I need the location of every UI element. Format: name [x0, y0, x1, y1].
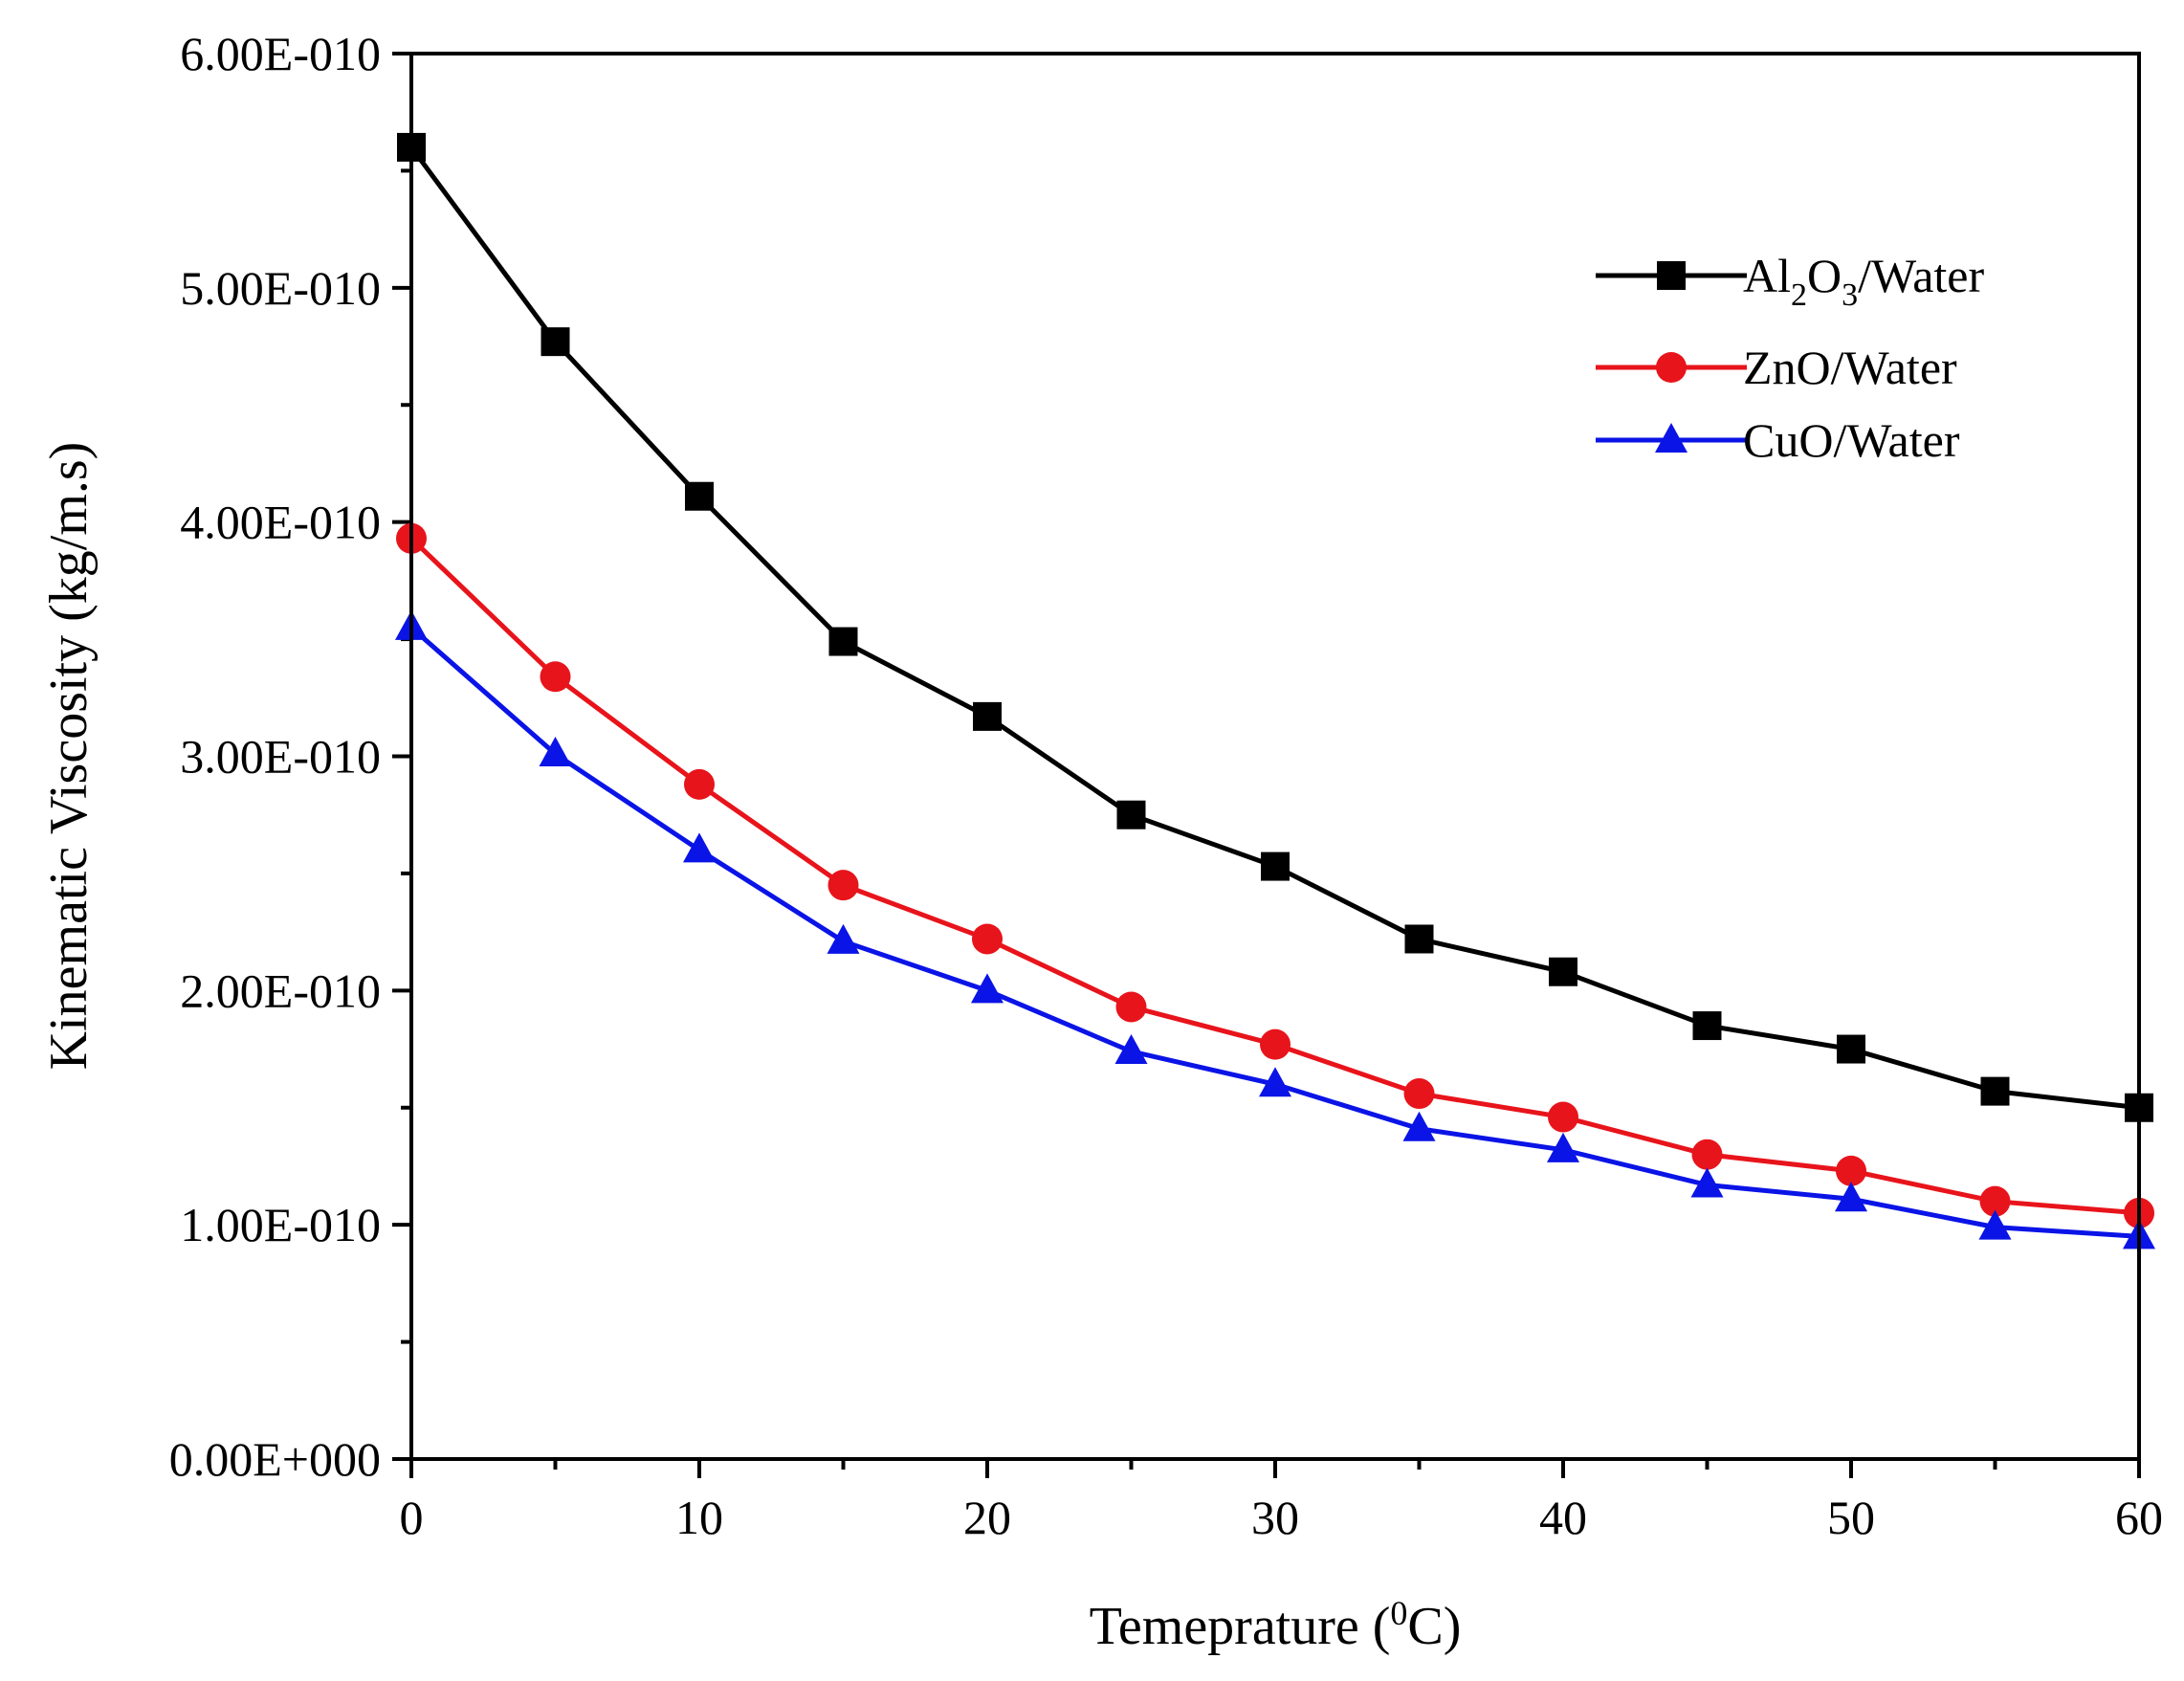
legend-text-part: ZnO/Water [1743, 341, 1957, 394]
data-point [683, 832, 716, 863]
y-tick-label: 4.00E-010 [180, 496, 381, 549]
legend: Al2O3/Water ZnO/Water CuO/Water [1596, 249, 1984, 467]
series-triangle [395, 609, 2155, 1250]
x-axis-title: Temeprature (0C) [1090, 1594, 1462, 1656]
data-point [971, 973, 1004, 1004]
data-point [1980, 1076, 2010, 1106]
data-point [1690, 1167, 1724, 1198]
legend-marker [1655, 423, 1688, 453]
data-point [1979, 1185, 2011, 1217]
x-tick-label: 50 [1827, 1491, 1875, 1544]
axes: 0.00E+000 1.00E-010 2.00E-010 3.00E-010 4.00… [169, 27, 2163, 1544]
data-point [1261, 852, 1290, 881]
x-tick-label: 30 [1251, 1491, 1299, 1544]
y-tick-label: 0.00E+000 [169, 1432, 381, 1486]
x-tick-label: 0 [400, 1491, 424, 1544]
data-point [1837, 1034, 1865, 1064]
legend-label: CuO/Water [1743, 413, 1960, 467]
y-tick-label: 1.00E-010 [180, 1198, 381, 1251]
legend-text-part: /Water [1858, 249, 1984, 302]
data-point [540, 661, 571, 693]
x-axis-title-main: Temeprature ( [1090, 1597, 1391, 1656]
plot-frame [409, 52, 2141, 1461]
x-axis-title-unit: C) [1407, 1597, 1461, 1656]
legend-text-part: O [1807, 249, 1842, 302]
data-point [973, 701, 1002, 731]
data-point [1260, 1029, 1291, 1060]
data-point [1116, 800, 1146, 829]
data-point [1404, 924, 1434, 954]
data-point [1259, 1067, 1291, 1097]
data-point [1402, 1111, 1436, 1141]
data-point [1114, 1033, 1148, 1064]
data-point [684, 768, 715, 800]
y-tick-label: 6.00E-010 [180, 27, 381, 80]
series-layer [395, 132, 2155, 1250]
y-tick-label: 3.00E-010 [180, 730, 381, 784]
data-point [1835, 1182, 1867, 1212]
legend-item: ZnO/Water [1596, 341, 1957, 394]
data-point [827, 923, 860, 954]
legend-marker [1657, 261, 1686, 290]
legend-item: Al2O3/Water [1596, 249, 1984, 313]
x-tick-label: 20 [963, 1491, 1011, 1544]
data-point [1691, 1139, 1723, 1170]
y-tick-label: 2.00E-010 [180, 963, 381, 1017]
legend-label: Al2O3/Water [1743, 249, 1984, 313]
legend-label: ZnO/Water [1743, 341, 1957, 394]
legend-text-part: CuO/Water [1743, 413, 1960, 467]
x-axis-title-superscript: 0 [1390, 1594, 1407, 1632]
x-tick-label: 10 [675, 1491, 723, 1544]
x-tick-label: 40 [1539, 1491, 1587, 1544]
legend-marker [1656, 352, 1687, 383]
y-tick-label: 5.00E-010 [180, 261, 381, 315]
data-point [539, 737, 572, 767]
legend-subscript: 2 [1791, 277, 1807, 313]
data-point [828, 627, 858, 656]
y-axis-title: Kinematic Viscosity (kg/m.s) [39, 442, 99, 1071]
data-point [1978, 1209, 2012, 1240]
legend-item: CuO/Water [1596, 413, 1960, 467]
x-tick-label: 60 [2115, 1491, 2163, 1544]
data-point [685, 481, 714, 511]
data-point [1547, 1132, 1579, 1162]
legend-subscript: 3 [1842, 277, 1858, 313]
data-point [1403, 1078, 1435, 1110]
data-point [827, 870, 859, 901]
data-point [1836, 1155, 1866, 1186]
data-point [1549, 957, 1577, 986]
data-point [1548, 1101, 1578, 1133]
data-point [972, 923, 1003, 955]
data-point [540, 327, 570, 357]
data-point [1115, 991, 1147, 1023]
data-point [1692, 1011, 1722, 1041]
legend-text-part: Al [1743, 249, 1791, 302]
